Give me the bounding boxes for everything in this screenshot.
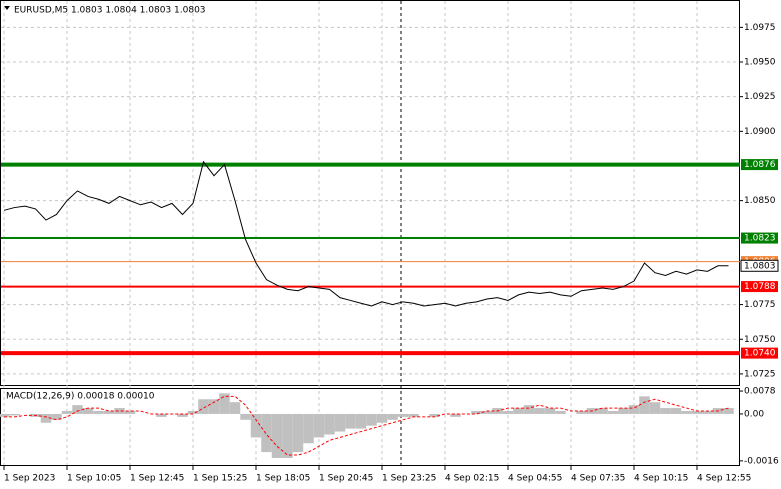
macd-bar [649, 402, 661, 414]
macd-bar [271, 413, 283, 458]
level-label: 1.0788 [744, 282, 776, 292]
macd-bar [198, 399, 209, 414]
macd-bar [72, 405, 83, 414]
level-label-box [741, 281, 778, 293]
macd-bar [408, 413, 419, 417]
macd-bar [124, 411, 136, 414]
macd-bar [282, 413, 293, 458]
x-tick-label: 1 Sep 15:25 [193, 474, 247, 484]
level-label: 1.0823 [744, 234, 776, 244]
macd-bar [618, 408, 629, 414]
y-tick-label: 1.0850 [744, 196, 776, 206]
y-tick-label: 1.0900 [744, 127, 776, 137]
macd-bar [156, 413, 167, 417]
macd-bar [702, 411, 713, 414]
x-tick-label: 1 Sep 18:05 [256, 474, 310, 484]
macd-bar [366, 413, 377, 426]
macd-bar [208, 399, 220, 414]
macd-bar [292, 413, 304, 453]
macd-bar [103, 411, 115, 414]
macd-bar [187, 411, 199, 414]
macd-bar [387, 413, 398, 420]
macd-bar [334, 413, 346, 432]
macd-bar [576, 411, 587, 414]
macd-bar [597, 408, 608, 414]
macd-bar [471, 411, 482, 414]
y-tick-label: 1.0725 [744, 369, 776, 379]
macd-bar [82, 408, 94, 414]
chart-title: EURUSD,M5 1.0803 1.0804 1.0803 1.0803 [14, 6, 206, 16]
macd-bar [481, 411, 493, 414]
current-price-box [740, 259, 779, 272]
macd-bar [691, 411, 703, 414]
y-tick-label: 0.00 [744, 409, 764, 419]
macd-bar [376, 413, 388, 423]
level-label-box [741, 347, 778, 359]
current-price-label: 1.0803 [744, 261, 776, 271]
y-tick-label: -0.0016 [744, 456, 779, 466]
y-tick-label: 1.0775 [744, 300, 776, 310]
signal-line [4, 395, 729, 456]
x-tick-label: 1 Sep 10:05 [67, 474, 121, 484]
x-tick-label: 4 Sep 02:15 [445, 474, 499, 484]
macd-panel [0, 388, 740, 466]
macd-bar [250, 413, 262, 438]
macd-bar [229, 402, 241, 414]
macd-bar [523, 405, 535, 414]
macd-bar [429, 413, 440, 417]
level-label: 1.0740 [744, 349, 776, 359]
macd-bar [639, 396, 650, 414]
macd-bar [51, 413, 62, 420]
macd-bar [723, 408, 734, 414]
macd-bar [324, 413, 335, 435]
macd-bar [670, 408, 682, 414]
macd-bar [313, 413, 325, 438]
y-tick-label: 1.0925 [744, 92, 776, 102]
x-tick-label: 4 Sep 12:55 [697, 474, 751, 484]
macd-bar [261, 413, 272, 453]
macd-bar [355, 413, 367, 429]
y-tick-label: 0.0078 [744, 387, 776, 397]
macd-bar [303, 413, 314, 444]
macd-bar [534, 408, 545, 414]
macd-bar [397, 413, 409, 417]
x-tick-label: 1 Sep 2023 [4, 474, 55, 484]
macd-bar [177, 413, 188, 417]
x-tick-label: 1 Sep 12:45 [130, 474, 184, 484]
macd-bar [555, 411, 566, 414]
macd-bar [681, 411, 692, 414]
y-tick-label: 1.0750 [744, 335, 776, 345]
x-tick-label: 4 Sep 07:35 [571, 474, 625, 484]
macd-bar [628, 405, 640, 414]
level-label-box [741, 232, 778, 244]
x-tick-label: 4 Sep 04:55 [508, 474, 562, 484]
macd-bar [607, 411, 619, 414]
macd-bar [93, 411, 104, 414]
macd-bar [513, 408, 524, 414]
macd-bar [9, 413, 20, 416]
y-tick-label: 1.0975 [744, 23, 776, 33]
x-tick-label: 4 Sep 10:15 [634, 474, 688, 484]
macd-title: MACD(12,26,9) 0.00018 0.00010 [6, 392, 155, 402]
y-tick-label: 1.0950 [744, 57, 776, 67]
macd-bar [219, 393, 230, 414]
title-icon [4, 6, 10, 10]
macd-bar [240, 413, 251, 420]
macd-bar [544, 408, 556, 414]
macd-bar [114, 408, 125, 414]
x-tick-label: 1 Sep 23:25 [382, 474, 436, 484]
level-label: 1.0876 [744, 160, 776, 170]
price-line [3, 160, 729, 307]
main-panel [0, 0, 740, 386]
macd-bar [40, 413, 52, 423]
x-tick-label: 1 Sep 20:45 [319, 474, 373, 484]
macd-bar [345, 413, 356, 429]
macd-bar [502, 411, 514, 414]
macd-bar [660, 408, 671, 414]
macd-bar [450, 413, 461, 417]
macd-bar [61, 411, 73, 414]
macd-bar [0, 413, 10, 417]
level-label-box [741, 159, 778, 171]
